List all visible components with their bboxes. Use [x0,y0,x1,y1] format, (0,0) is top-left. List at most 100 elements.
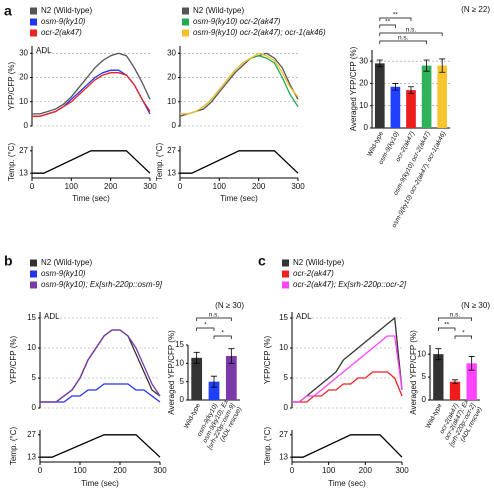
x-axis-label: Time (sec) [220,194,258,203]
legend-swatch [30,259,37,267]
neuron-label: ADL [296,312,312,321]
significance-label: * [221,330,224,337]
error-bar [376,59,383,68]
y-tick-label: 5 [180,377,185,386]
y-tick-label: 27 [279,430,288,439]
x-tick-label: 100 [213,182,227,191]
significance-label: n.s. [209,312,220,319]
x-tick-label: 200 [252,182,266,191]
legend-swatch [30,29,37,37]
y-tick-label: 10 [27,343,36,352]
y-tick-label: 10 [279,343,288,352]
significance-bracket [437,317,473,321]
trace [32,69,151,117]
trace [40,383,161,403]
y-tick-label: 10 [175,358,184,367]
bar [374,63,385,128]
y-tick-label: 30 [167,48,176,57]
trace [292,335,403,403]
significance-bracket [379,24,396,28]
error-bar [408,86,414,94]
error-bar [435,348,442,361]
y-tick-label: 20 [167,73,176,82]
y-tick-label: 30 [359,56,368,65]
y-axis-label: Temp. (°C) [7,143,16,182]
trace [32,72,151,117]
legend-label: ocr-2(ak47) [293,269,334,278]
x-tick-label: 100 [322,466,336,475]
y-tick-label: 10 [167,97,176,106]
bar [208,381,220,400]
significance-label: * [204,322,207,329]
legend-label: ocr-2(ak47) [41,28,82,37]
x-tick-label: 0 [290,466,295,475]
x-axis-label: Time (sec) [72,194,110,203]
y-tick-label: 5 [422,372,427,381]
bar [406,90,416,128]
sample-size: (N ≥ 30) [215,301,244,310]
y-tick-label: 0 [32,403,37,412]
y-tick-label: 15 [279,313,288,322]
legend-label: N2 (Wild-type) [293,258,344,267]
error-bar [392,83,399,91]
legend-label: osm-9(ky10) [41,269,86,278]
y-axis-label: Averaged YFP/CFP (%) [409,330,418,415]
y-tick-label: 13 [167,168,176,177]
x-tick-label: 200 [359,466,373,475]
bar [466,363,477,400]
significance-label: ** [385,19,391,26]
significance-label: * [462,330,465,337]
y-tick-label: 5 [32,373,37,382]
neuron-label: ADL [44,312,60,321]
y-tick-label: 27 [167,146,176,155]
trace [40,329,161,403]
bar [225,356,237,400]
y-tick-label: 15 [175,340,184,349]
trace [180,150,299,174]
bar [437,65,448,128]
error-bar [193,351,200,364]
legend-label: osm-9(ky10); Ex[srh-220p::osm-9] [41,280,163,289]
neuron-label: ADL [36,46,52,55]
significance-bracket [379,32,443,36]
x-tick-label: 300 [153,466,167,475]
x-tick-label: 300 [395,466,409,475]
significance-bracket [379,17,412,21]
legend-label: N2 (Wild-type) [41,258,92,267]
significance-label: ** [393,12,399,19]
x-axis-label: Time (sec) [81,479,119,488]
trace [32,52,151,115]
panel-letter: a [4,3,12,19]
y-tick-label: 5 [284,373,289,382]
trace [40,329,161,403]
y-tick-label: 13 [279,452,288,461]
trace [32,150,151,174]
y-tick-label: 0 [172,121,177,130]
y-tick-label: 20 [359,79,368,88]
trace [40,434,161,458]
y-tick-label: 10 [19,97,28,106]
y-axis-label: Temp. (°C) [9,427,18,466]
significance-label: n.s. [406,27,417,34]
legend-swatch [182,7,189,15]
bar [449,381,461,400]
panel-letter: b [4,253,13,269]
legend-label: N2 (Wild-type) [41,6,92,15]
significance-bracket [196,327,215,331]
legend-swatch [282,259,289,267]
error-bar [439,58,446,73]
x-tick-label: 100 [73,466,87,475]
x-tick-label: 0 [38,466,43,475]
y-axis-label: Temp. (°C) [263,427,272,466]
error-bar [211,375,217,388]
significance-label: n.s. [450,312,461,319]
legend-swatch [30,18,37,26]
significance-label: n.s. [398,35,409,42]
y-tick-label: 0 [364,123,369,132]
x-tick-label: 100 [65,182,79,191]
trace [179,52,299,117]
legend-label: N2 (Wild-type) [193,6,244,15]
y-tick-label: 13 [27,452,36,461]
legend-swatch [182,29,189,37]
